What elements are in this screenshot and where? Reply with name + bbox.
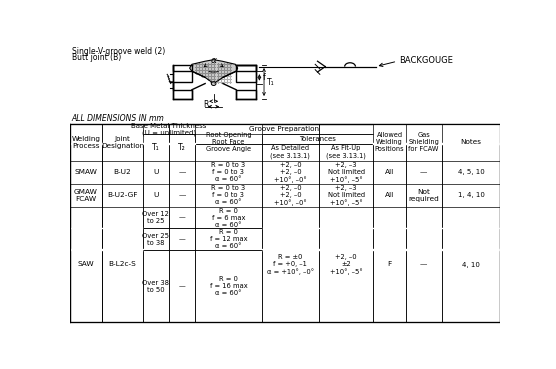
Text: B-U2: B-U2 bbox=[114, 169, 131, 175]
Text: Over 25
to 38: Over 25 to 38 bbox=[142, 232, 170, 246]
Text: —: — bbox=[178, 192, 186, 198]
Text: 4, 5, 10: 4, 5, 10 bbox=[458, 169, 484, 175]
Text: f: f bbox=[263, 73, 266, 82]
Text: Root Opening
Root Face
Groove Angle: Root Opening Root Face Groove Angle bbox=[206, 132, 251, 152]
Text: BACKGOUGE: BACKGOUGE bbox=[399, 56, 453, 65]
Text: R = 0
f = 6 max
α = 60°: R = 0 f = 6 max α = 60° bbox=[212, 207, 245, 228]
Text: +2, –0
+2, –0
+10°, –0°: +2, –0 +2, –0 +10°, –0° bbox=[274, 162, 307, 183]
Text: R = 0
f = 12 max
α = 60°: R = 0 f = 12 max α = 60° bbox=[210, 229, 247, 249]
Text: T₂: T₂ bbox=[178, 143, 186, 152]
Text: GMAW
FCAW: GMAW FCAW bbox=[74, 189, 98, 202]
Text: +2, –0
±2
+10°, –5°: +2, –0 ±2 +10°, –5° bbox=[330, 254, 363, 275]
Text: T₁: T₁ bbox=[267, 77, 275, 86]
Text: As Detailed
(see 3.13.1): As Detailed (see 3.13.1) bbox=[270, 145, 310, 159]
Text: All: All bbox=[385, 169, 394, 175]
Text: R = 0 to 3
f = 0 to 3
α = 60°: R = 0 to 3 f = 0 to 3 α = 60° bbox=[211, 162, 245, 182]
Text: —: — bbox=[420, 262, 428, 268]
Text: Notes: Notes bbox=[460, 139, 481, 145]
Text: Welding
Process: Welding Process bbox=[71, 136, 100, 149]
Text: R = ±0
f = +0, –1
α = +10°, –0°: R = ±0 f = +0, –1 α = +10°, –0° bbox=[267, 254, 314, 275]
Text: +2, –0
+2, –0
+10°, –0°: +2, –0 +2, –0 +10°, –0° bbox=[274, 185, 307, 206]
Text: SAW: SAW bbox=[77, 262, 94, 268]
Text: R: R bbox=[203, 100, 208, 109]
Text: 4, 10: 4, 10 bbox=[462, 262, 480, 268]
Text: F: F bbox=[388, 262, 391, 268]
Text: All: All bbox=[385, 192, 394, 198]
Text: —: — bbox=[178, 169, 186, 175]
Text: 1, 4, 10: 1, 4, 10 bbox=[458, 192, 484, 198]
Polygon shape bbox=[190, 60, 237, 83]
Text: Gas
Shielding
for FCAW: Gas Shielding for FCAW bbox=[408, 132, 439, 152]
Text: Allowed
Welding
Positions: Allowed Welding Positions bbox=[375, 132, 404, 152]
Text: —: — bbox=[420, 169, 428, 175]
Text: Single-V-groove weld (2): Single-V-groove weld (2) bbox=[72, 46, 165, 56]
Text: +2, –3
Not limited
+10°, –5°: +2, –3 Not limited +10°, –5° bbox=[327, 185, 365, 206]
Text: Not
required: Not required bbox=[408, 189, 439, 202]
Text: $\alpha$: $\alpha$ bbox=[210, 56, 217, 65]
Text: SMAW: SMAW bbox=[75, 169, 97, 175]
Ellipse shape bbox=[211, 82, 216, 86]
Text: U: U bbox=[153, 192, 158, 198]
Text: B-L2c-S: B-L2c-S bbox=[109, 262, 136, 268]
Text: —: — bbox=[178, 283, 185, 289]
Text: Groove Preparation: Groove Preparation bbox=[249, 126, 319, 132]
Text: Tolerances: Tolerances bbox=[299, 136, 336, 142]
Text: —: — bbox=[178, 214, 185, 221]
Text: R = 0 to 3
f = 0 to 3
α = 60°: R = 0 to 3 f = 0 to 3 α = 60° bbox=[211, 185, 245, 205]
Text: R = 0
f = 16 max
α = 60°: R = 0 f = 16 max α = 60° bbox=[210, 276, 247, 296]
Text: B-U2-GF: B-U2-GF bbox=[107, 192, 138, 198]
Text: As Fit-Up
(see 3.13.1): As Fit-Up (see 3.13.1) bbox=[326, 145, 366, 159]
Text: T₁: T₁ bbox=[152, 143, 160, 152]
Text: U: U bbox=[153, 169, 158, 175]
Text: Joint
Designation: Joint Designation bbox=[101, 136, 144, 149]
Text: —: — bbox=[178, 236, 185, 242]
Text: Base Metal Thickness
(U = unlimited): Base Metal Thickness (U = unlimited) bbox=[131, 123, 207, 136]
Text: ALL DIMENSIONS IN mm: ALL DIMENSIONS IN mm bbox=[72, 114, 165, 124]
Text: Butt joint (B): Butt joint (B) bbox=[72, 53, 121, 62]
Text: Over 38
to 50: Over 38 to 50 bbox=[142, 280, 170, 293]
Text: +2, –3
Not limited
+10°, –5°: +2, –3 Not limited +10°, –5° bbox=[327, 162, 365, 183]
Text: Over 12
to 25: Over 12 to 25 bbox=[142, 211, 170, 224]
